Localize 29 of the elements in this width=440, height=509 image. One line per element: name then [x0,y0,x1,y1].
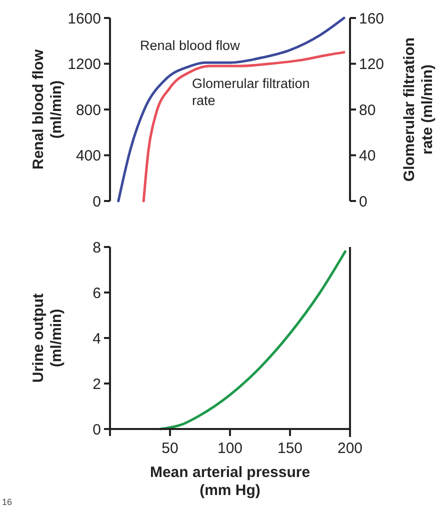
y2-tick-label: 120 [359,56,384,73]
y-tick-label: 1200 [68,56,101,73]
y-tick-label: 0 [92,193,101,210]
x-tick-label: 50 [162,440,178,457]
y-tick-label: 0 [92,421,101,438]
line-series [117,16,346,202]
x-tick-label: 200 [337,440,363,457]
line-series [159,250,346,430]
series-label: Renal blood flow [140,38,240,53]
y-tick-label: 6 [92,284,101,302]
y-tick-label: 800 [76,102,101,119]
y2-tick-label: 40 [359,148,376,164]
x-axis-title: Mean arterial pressure (mm Hg) [150,464,310,499]
y-axis-title: Urine output (ml/min) [30,293,65,383]
x-tick-label: 100 [217,440,243,457]
x-tick-label: 150 [277,440,303,457]
series-label: Glomerular filtration rate [192,76,310,108]
y-tick-label: 1600 [68,10,101,28]
y-tick-label: 400 [76,148,101,164]
y-tick-label: 8 [92,239,101,256]
y-axis-title: Renal blood flow (ml/min) [30,49,65,170]
y2-tick-label: 160 [359,10,384,28]
y2-tick-label: 0 [359,193,368,210]
y-tick-label: 4 [92,330,101,348]
y2-axis-title: Glomerular filtration rate (ml/min) [401,37,436,182]
y-tick-label: 2 [92,376,101,393]
y2-tick-label: 80 [359,102,376,119]
line-series [142,51,346,202]
text: 16 [2,497,12,507]
